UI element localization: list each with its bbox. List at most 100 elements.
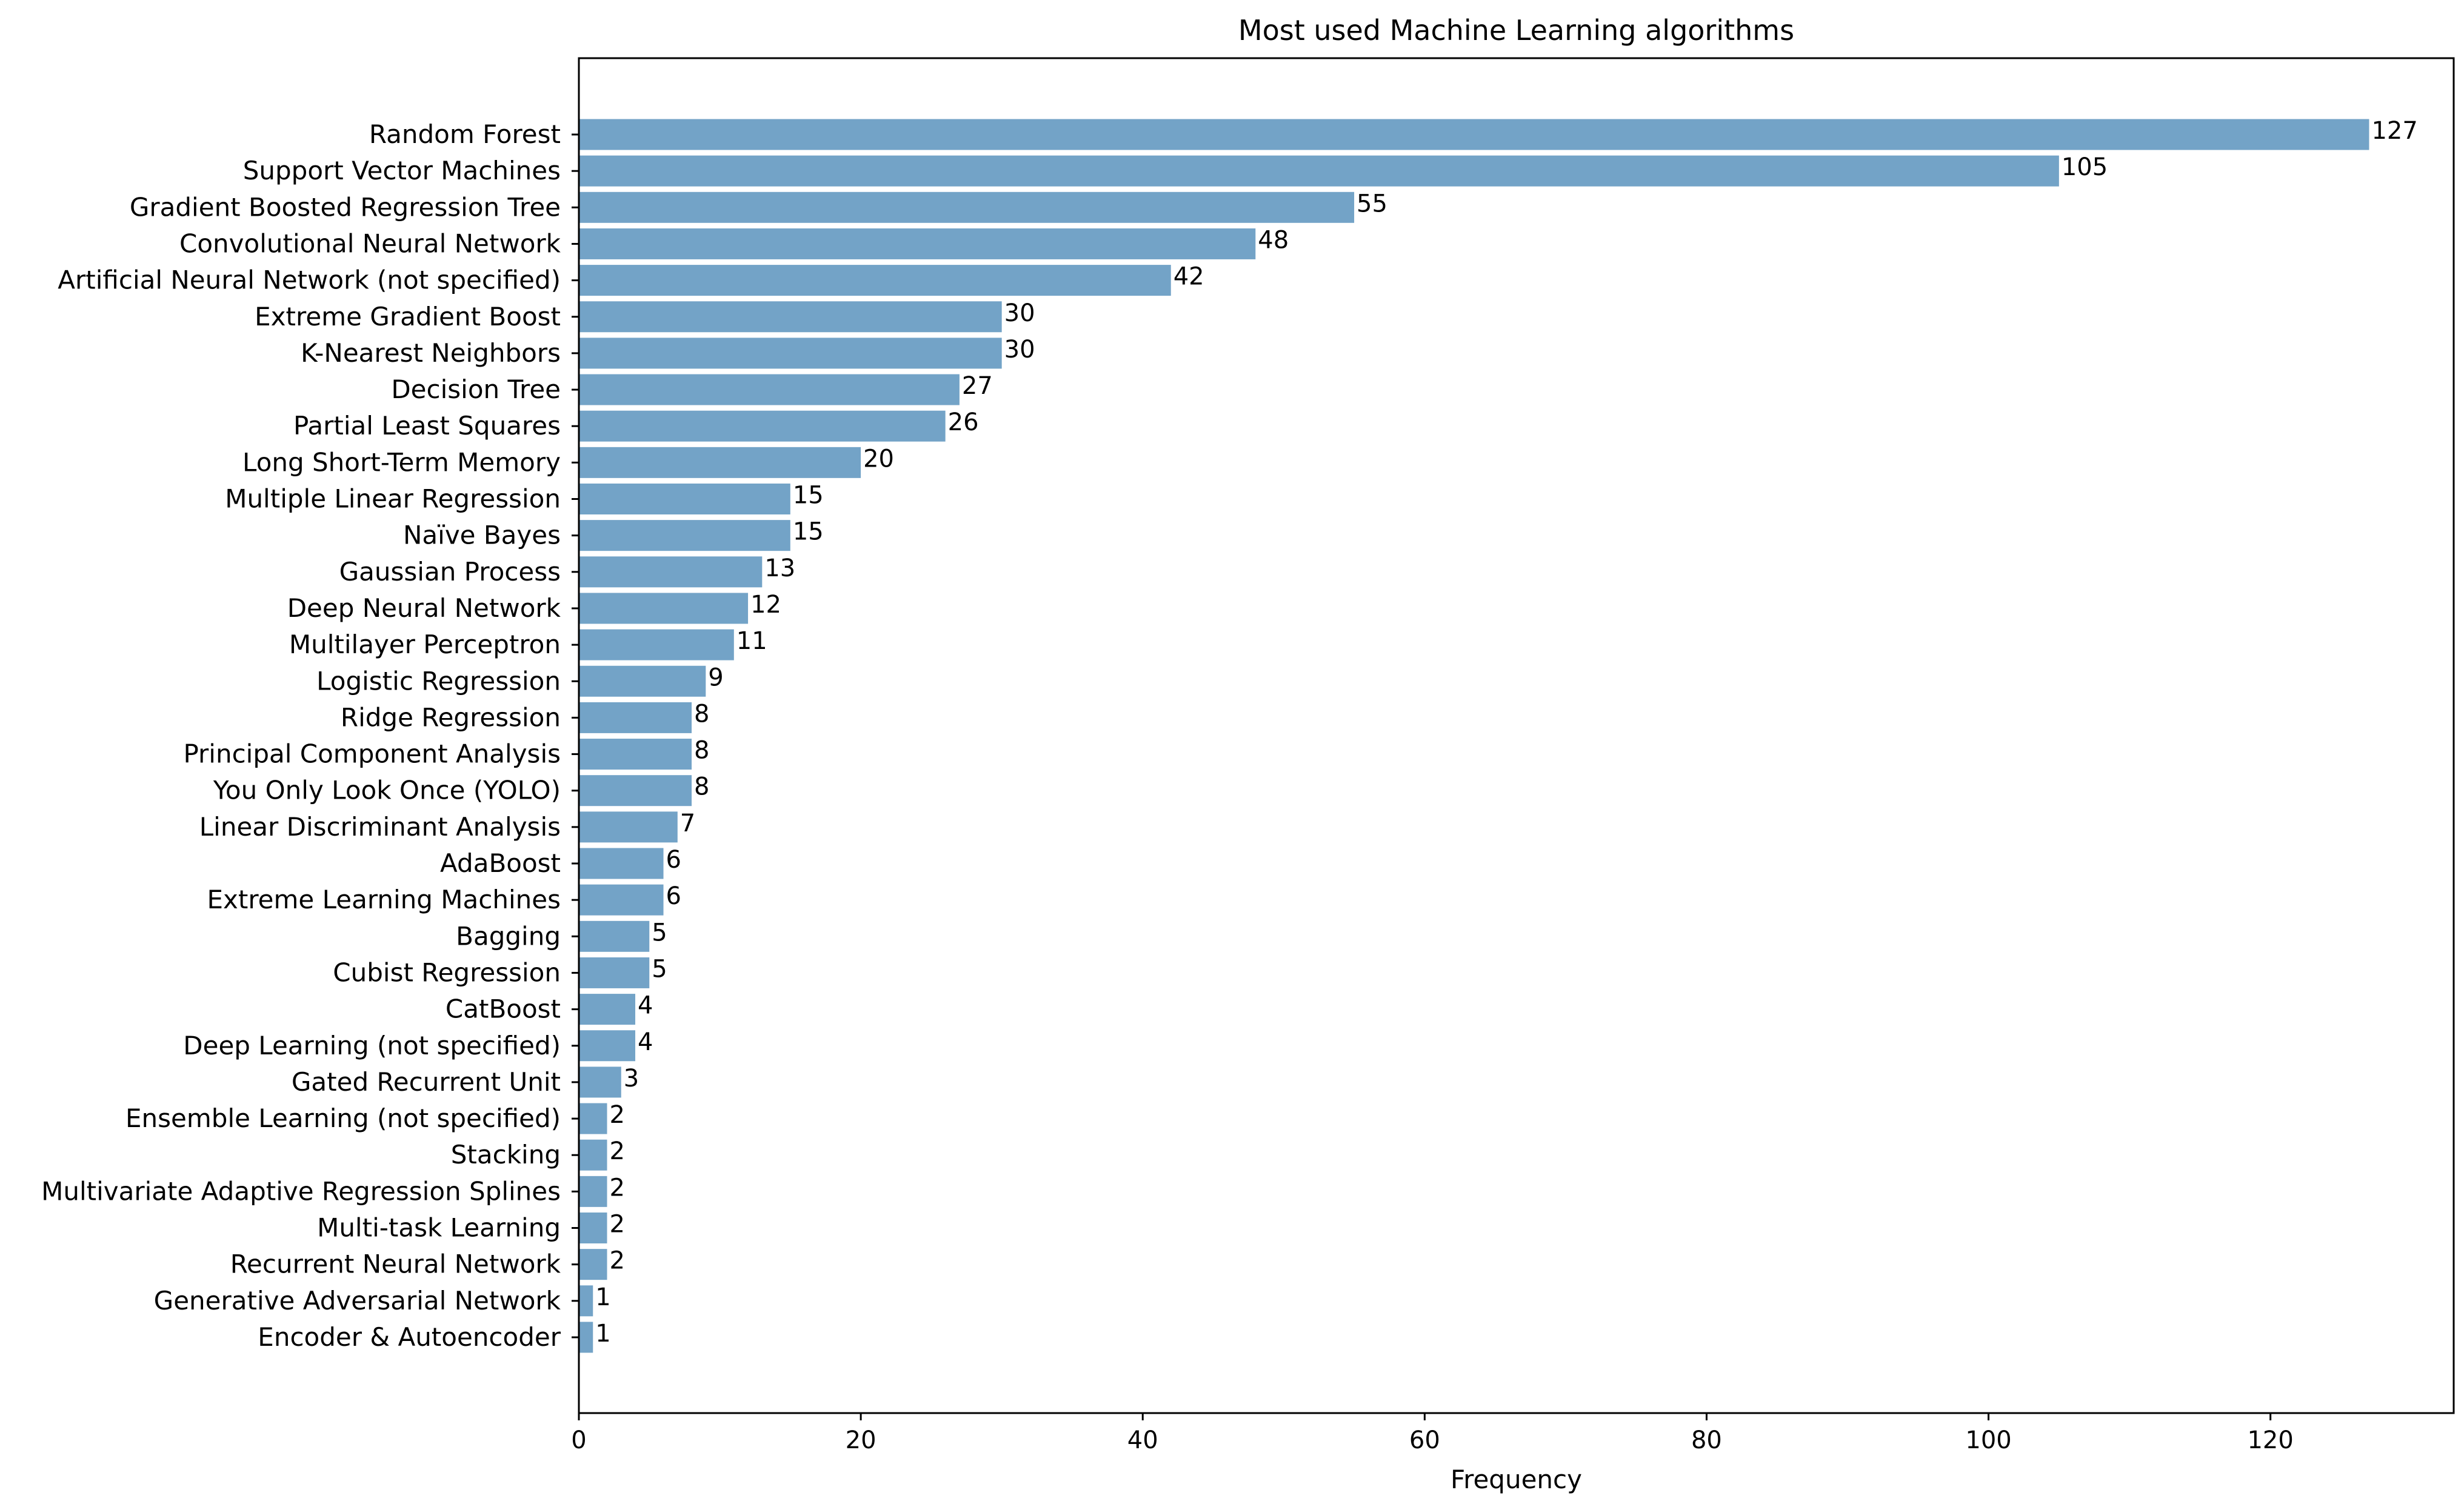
bar-13 [579, 593, 749, 624]
x-tick-label-3: 60 [1409, 1426, 1440, 1454]
data-label-11: 15 [793, 518, 824, 546]
bar-22 [579, 920, 650, 952]
bar-20 [579, 848, 664, 879]
data-label-30: 2 [610, 1211, 625, 1239]
category-labels: Random Forest Support Vector Machines Grad… [41, 119, 579, 1352]
data-label-31: 2 [610, 1247, 625, 1275]
data-labels: 1271055548423030272620151513121198887665… [595, 117, 2418, 1348]
category-label-13: Deep Neural Network [287, 593, 561, 623]
data-label-20: 6 [666, 846, 681, 874]
category-label-25: Deep Learning (not specified) [183, 1031, 561, 1060]
category-label-0: Random Forest [369, 119, 561, 149]
category-label-20: AdaBoost [440, 848, 561, 878]
bar-16 [579, 702, 692, 733]
bar-9 [579, 447, 861, 478]
data-label-17: 8 [694, 737, 709, 765]
x-tick-label-6: 120 [2247, 1426, 2293, 1454]
data-label-0: 127 [2371, 117, 2417, 145]
data-label-5: 30 [1004, 299, 1035, 327]
plot-frame [578, 57, 2455, 1414]
data-label-4: 42 [1174, 263, 1204, 291]
category-label-12: Gaussian Process [339, 557, 561, 587]
data-label-7: 27 [962, 372, 993, 400]
data-label-19: 7 [680, 810, 695, 837]
bar-18 [579, 775, 692, 807]
bars-layer [579, 119, 2369, 1353]
category-label-6: K-Nearest Neighbors [301, 338, 561, 368]
bar-25 [579, 1030, 636, 1062]
category-label-18: You Only Look Once (YOLO) [213, 776, 561, 805]
category-label-10: Multiple Linear Regression [225, 484, 561, 514]
data-label-3: 48 [1258, 226, 1289, 254]
category-label-29: Multivariate Adaptive Regression Splines [41, 1176, 561, 1206]
bar-12 [579, 556, 763, 588]
bar-27 [579, 1103, 607, 1134]
data-label-15: 9 [708, 664, 723, 691]
category-label-19: Linear Discriminant Analysis [199, 812, 561, 842]
bar-10 [579, 484, 790, 514]
category-label-24: CatBoost [446, 994, 561, 1024]
category-label-16: Ridge Regression [341, 702, 561, 732]
bar-0 [579, 119, 2369, 150]
category-label-11: Naïve Bayes [403, 521, 561, 550]
x-tick-label-0: 0 [571, 1426, 586, 1454]
category-label-31: Recurrent Neural Network [230, 1249, 561, 1279]
category-label-8: Partial Least Squares [293, 411, 561, 441]
category-label-5: Extreme Gradient Boost [255, 302, 561, 331]
bar-2 [579, 191, 1355, 223]
data-label-21: 6 [666, 882, 681, 910]
category-label-27: Ensemble Learning (not specified) [125, 1103, 561, 1133]
category-label-33: Encoder & Autoencoder [258, 1322, 561, 1352]
category-label-26: Gated Recurrent Unit [292, 1067, 561, 1097]
data-label-27: 2 [610, 1101, 625, 1129]
data-label-12: 13 [764, 554, 795, 582]
bar-28 [579, 1139, 607, 1171]
bar-7 [579, 374, 960, 405]
data-label-6: 30 [1004, 336, 1035, 364]
data-label-2: 55 [1357, 190, 1387, 218]
bar-15 [579, 665, 706, 697]
category-label-17: Principal Component Analysis [183, 739, 561, 769]
data-label-1: 105 [2062, 153, 2108, 181]
category-label-30: Multi-task Learning [317, 1213, 561, 1243]
x-tick-label-5: 100 [1965, 1426, 2011, 1454]
x-tick-label-2: 40 [1127, 1426, 1158, 1454]
category-label-7: Decision Tree [391, 374, 561, 404]
category-label-15: Logistic Regression [316, 666, 561, 696]
category-label-1: Support Vector Machines [243, 156, 561, 185]
data-label-29: 2 [610, 1174, 625, 1202]
bar-14 [579, 629, 734, 660]
bar-3 [579, 228, 1256, 259]
bar-24 [579, 994, 636, 1025]
bar-30 [579, 1213, 607, 1243]
data-label-32: 1 [595, 1283, 610, 1311]
data-label-13: 12 [750, 591, 781, 619]
category-label-4: Artificial Neural Network (not specified… [58, 265, 561, 295]
data-label-22: 5 [652, 919, 667, 946]
data-label-25: 4 [638, 1028, 653, 1056]
bar-31 [579, 1249, 607, 1280]
bar-33 [579, 1322, 593, 1353]
category-label-21: Extreme Learning Machines [207, 885, 561, 914]
data-label-14: 11 [736, 627, 767, 655]
x-axis-label: Frequency [1451, 1465, 1582, 1494]
category-label-22: Bagging [456, 921, 561, 951]
category-label-14: Multilayer Perceptron [289, 630, 561, 659]
x-axis: 0 20 40 60 80 100 120 [571, 1413, 2294, 1454]
bar-11 [579, 520, 790, 551]
data-label-18: 8 [694, 773, 709, 801]
bar-29 [579, 1176, 607, 1207]
bar-21 [579, 884, 664, 916]
category-label-9: Long Short-Term Memory [242, 447, 561, 477]
data-label-28: 2 [610, 1137, 625, 1165]
bar-19 [579, 811, 678, 843]
bar-8 [579, 410, 946, 442]
bar-6 [579, 338, 1002, 369]
bar-32 [579, 1285, 593, 1317]
data-label-24: 4 [638, 992, 653, 1020]
x-tick-label-1: 20 [846, 1426, 876, 1454]
category-label-32: Generative Adversarial Network [154, 1286, 561, 1316]
data-label-33: 1 [595, 1320, 610, 1348]
data-label-16: 8 [694, 700, 709, 728]
